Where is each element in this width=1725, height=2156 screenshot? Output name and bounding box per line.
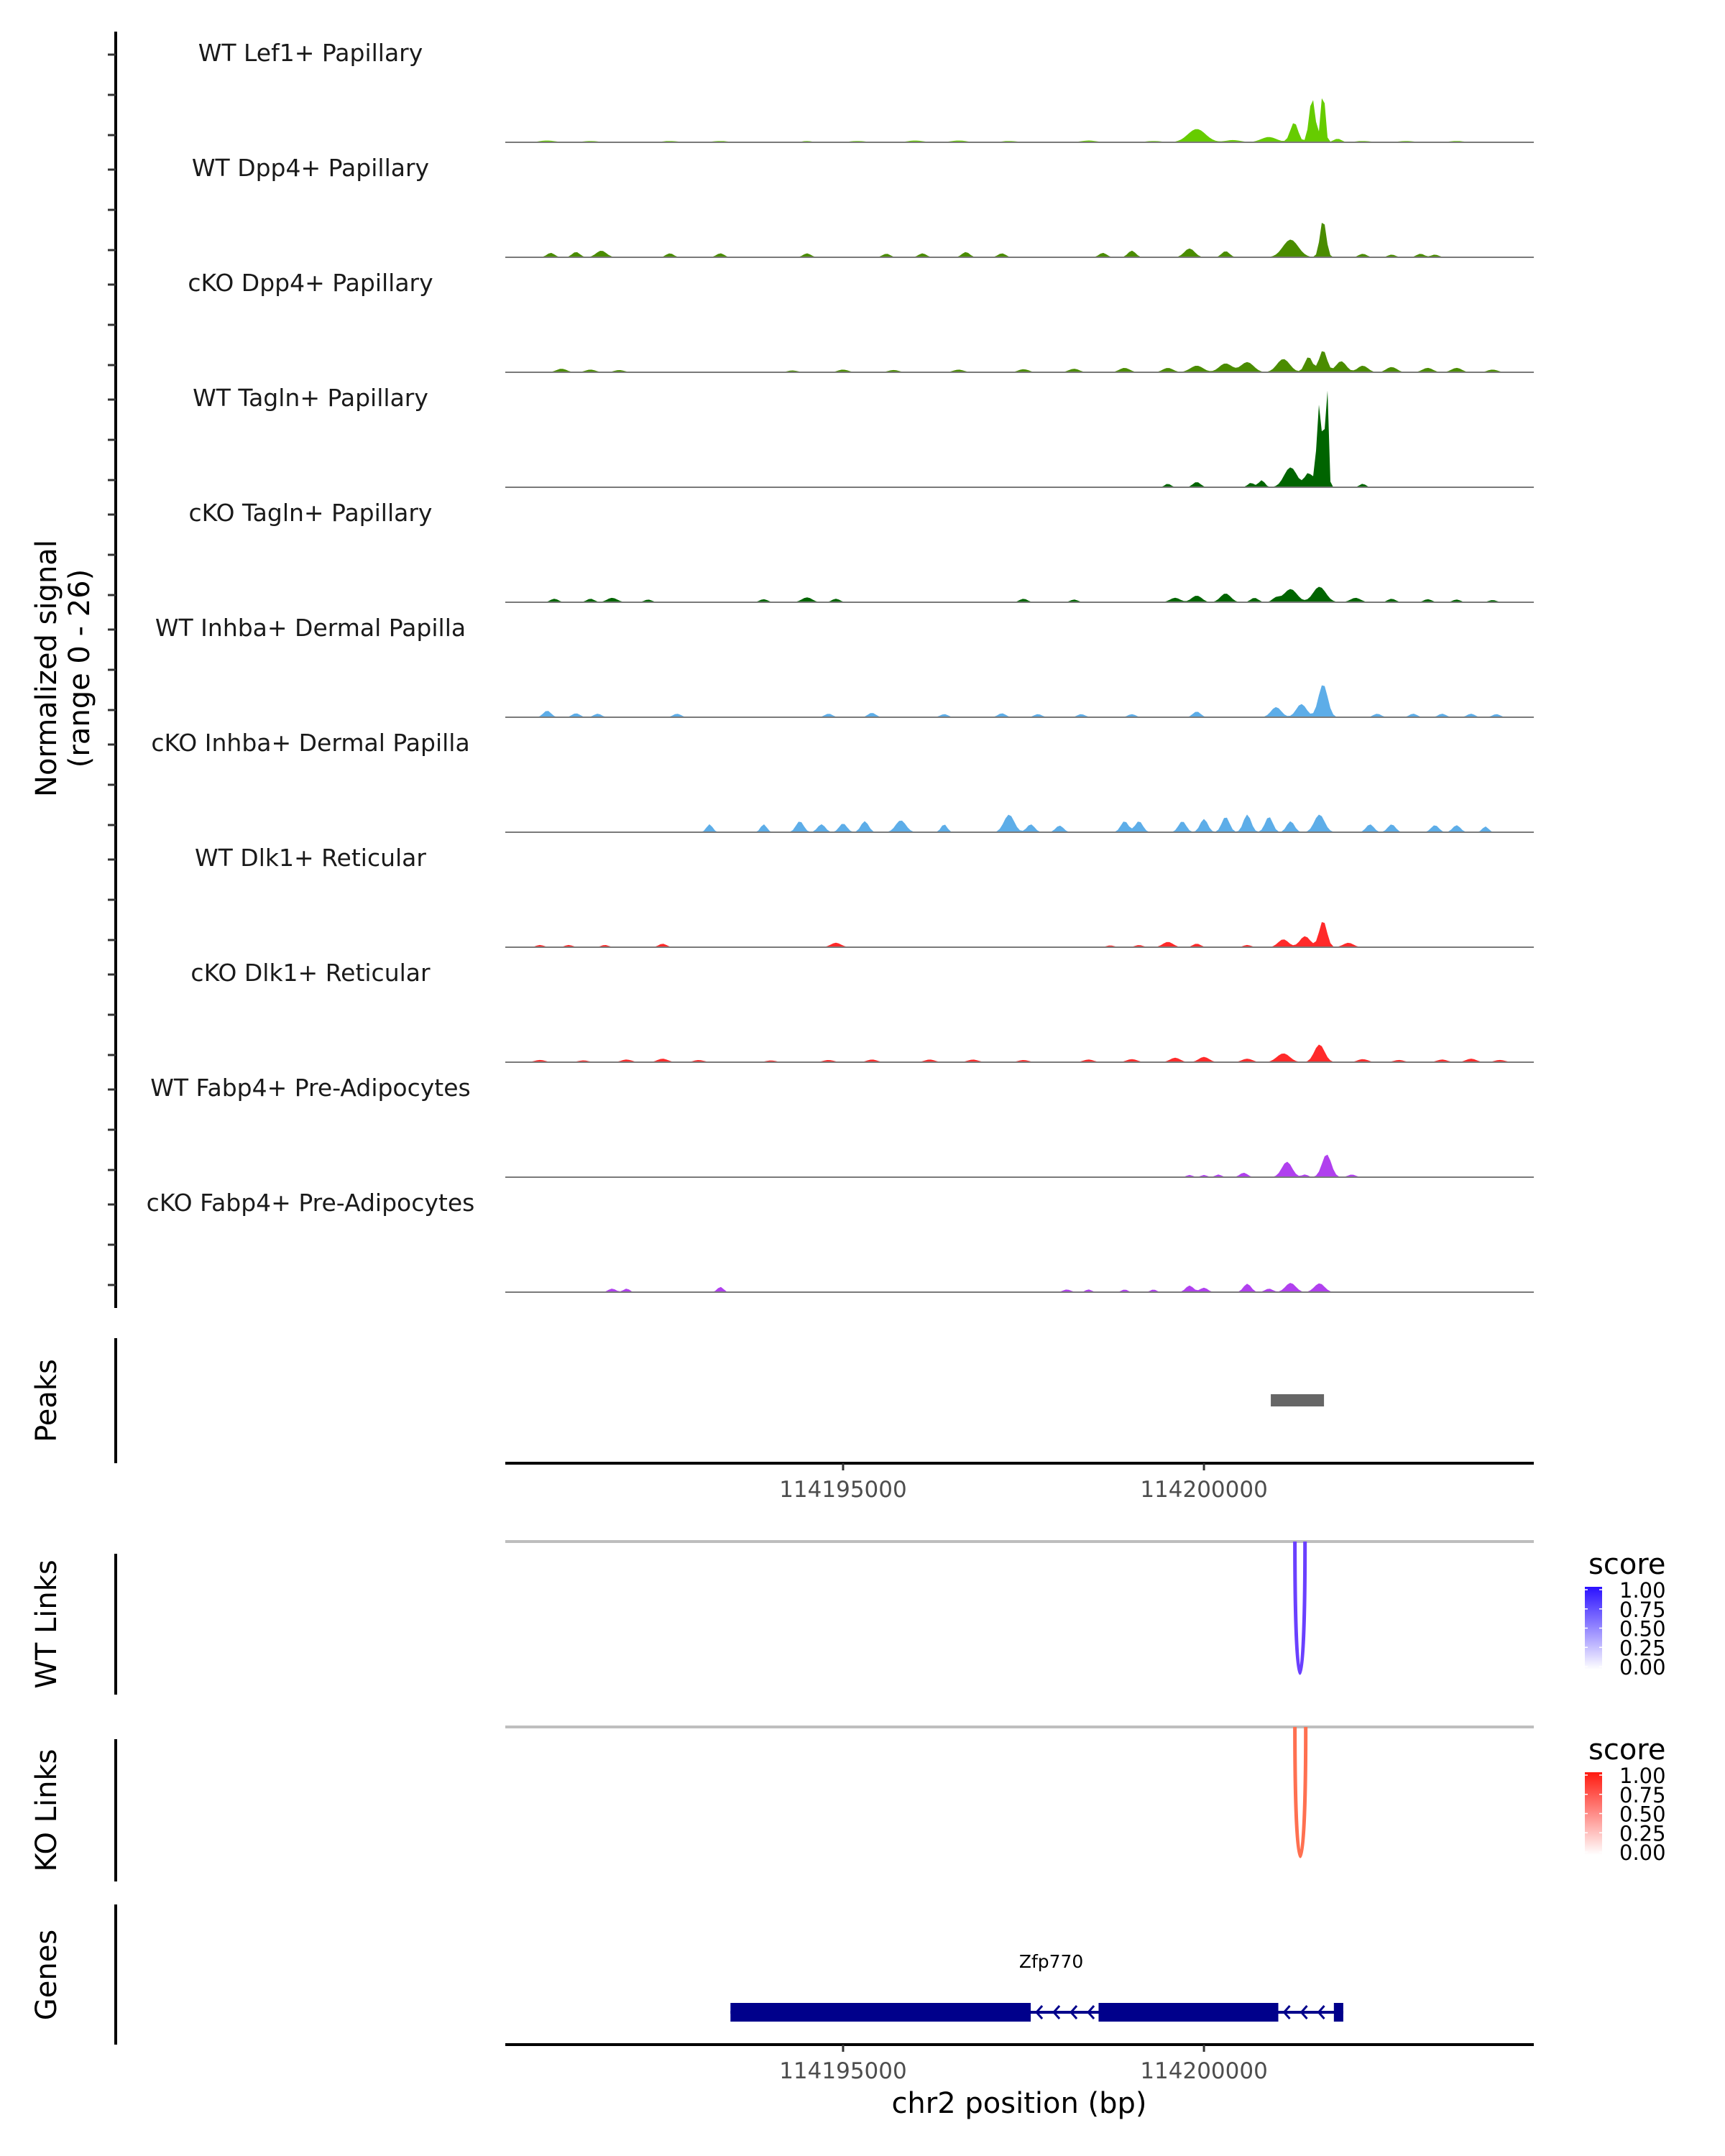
coverage-tracks: WT Lef1+ Papillary WT Dpp4+ Papillary cKO … bbox=[147, 39, 1534, 1293]
strand-arrow-icon bbox=[1317, 2005, 1325, 2019]
coverage-y-label-line2: (range 0 - 26) bbox=[63, 569, 96, 768]
legend-tick-label: 0.00 bbox=[1619, 1841, 1666, 1865]
gene: Zfp770 bbox=[730, 1951, 1343, 2022]
x-tick-label: 114200000 bbox=[1140, 1477, 1268, 1503]
legend-tick-label: 0.00 bbox=[1619, 1655, 1666, 1680]
link-track-label: WT Links bbox=[30, 1560, 63, 1688]
coverage-track: cKO Dpp4+ Papillary bbox=[188, 269, 1534, 373]
track-label: cKO Dlk1+ Reticular bbox=[190, 959, 431, 987]
coverage-track: cKO Tagln+ Papillary bbox=[189, 499, 1534, 603]
genes: Zfp770 bbox=[730, 1951, 1343, 2022]
peak-region bbox=[1271, 1394, 1325, 1406]
strand-arrow-icon bbox=[1087, 2005, 1095, 2019]
x-tick-label: 114195000 bbox=[779, 2058, 907, 2084]
legend-tick-label: 1.00 bbox=[1619, 1764, 1666, 1788]
gene-exon bbox=[730, 2003, 1031, 2022]
peaks-regions bbox=[1271, 1394, 1325, 1406]
coverage-track: WT Tagln+ Papillary bbox=[193, 384, 1534, 488]
peaks-track-label: Peaks bbox=[30, 1359, 63, 1442]
coverage-y-label-line1: Normalized signal bbox=[30, 540, 63, 797]
strand-arrow-icon bbox=[1052, 2005, 1061, 2019]
coverage-area bbox=[505, 814, 1534, 832]
gene-exon bbox=[1333, 2003, 1343, 2022]
legend-tick-label: 0.50 bbox=[1619, 1802, 1666, 1827]
coverage-area bbox=[505, 98, 1534, 142]
coverage-area bbox=[505, 586, 1534, 602]
x-axis-bottom-ticks: 114195000 114200000 bbox=[779, 2045, 1268, 2084]
legend-title: score bbox=[1588, 1733, 1665, 1766]
coverage-area bbox=[505, 390, 1534, 487]
genes-track-label: Genes bbox=[30, 1930, 63, 2020]
link-arc bbox=[1293, 1726, 1308, 1858]
track-label: cKO Inhba+ Dermal Papilla bbox=[151, 729, 469, 757]
strand-arrow-icon bbox=[1035, 2005, 1044, 2019]
x-axis-top-ticks: 114195000 114200000 bbox=[779, 1463, 1268, 1503]
coverage-track: WT Dlk1+ Reticular bbox=[195, 844, 1534, 948]
gene-exon bbox=[1098, 2003, 1279, 2022]
legend-tick-label: 0.75 bbox=[1619, 1783, 1666, 1807]
track-label: cKO Fabp4+ Pre-Adipocytes bbox=[147, 1189, 475, 1217]
x-tick-label: 114200000 bbox=[1140, 2058, 1268, 2084]
legend-tick-label: 0.25 bbox=[1619, 1821, 1666, 1846]
track-label: WT Dlk1+ Reticular bbox=[195, 844, 426, 872]
coverage-area bbox=[505, 685, 1534, 717]
track-label: WT Tagln+ Papillary bbox=[193, 384, 428, 412]
coverage-area bbox=[505, 1044, 1534, 1062]
coverage-area bbox=[505, 223, 1534, 257]
coverage-track: WT Inhba+ Dermal Papilla bbox=[155, 614, 1534, 718]
track-label: WT Lef1+ Papillary bbox=[198, 39, 423, 67]
link-arc bbox=[1293, 1541, 1307, 1675]
coverage-area bbox=[505, 351, 1534, 372]
coverage-area bbox=[505, 922, 1534, 947]
legend-tick-label: 1.00 bbox=[1619, 1578, 1666, 1603]
strand-arrow-icon bbox=[1300, 2005, 1308, 2019]
track-label: WT Dpp4+ Papillary bbox=[192, 154, 429, 182]
track-label: WT Fabp4+ Pre-Adipocytes bbox=[150, 1074, 470, 1102]
coverage-track: WT Dpp4+ Papillary bbox=[192, 154, 1534, 258]
legend-tick-label: 0.75 bbox=[1619, 1598, 1666, 1622]
coverage-area bbox=[505, 1283, 1534, 1292]
coverage-y-ticks bbox=[108, 53, 116, 1286]
legend-tick-label: 0.50 bbox=[1619, 1617, 1666, 1641]
x-axis-title: chr2 position (bp) bbox=[891, 2087, 1146, 2120]
gene-name: Zfp770 bbox=[1019, 1951, 1084, 1972]
strand-arrow-icon bbox=[1282, 2005, 1291, 2019]
coverage-track: cKO Inhba+ Dermal Papilla bbox=[151, 729, 1534, 833]
legend-title: score bbox=[1588, 1548, 1665, 1581]
track-label: cKO Dpp4+ Papillary bbox=[188, 269, 433, 297]
track-label: WT Inhba+ Dermal Papilla bbox=[155, 614, 466, 642]
link-track-label: KO Links bbox=[30, 1749, 63, 1872]
coverage-track: WT Lef1+ Papillary bbox=[198, 39, 1534, 143]
coverage-track: cKO Fabp4+ Pre-Adipocytes bbox=[147, 1189, 1534, 1293]
x-tick-label: 114195000 bbox=[779, 1477, 907, 1503]
strand-arrow-icon bbox=[1070, 2005, 1078, 2019]
coverage-track: WT Fabp4+ Pre-Adipocytes bbox=[150, 1074, 1534, 1178]
legend-tick-label: 0.25 bbox=[1619, 1636, 1666, 1660]
track-label: cKO Tagln+ Papillary bbox=[189, 499, 433, 527]
coverage-track: cKO Dlk1+ Reticular bbox=[190, 959, 1534, 1063]
coverage-area bbox=[505, 1154, 1534, 1177]
